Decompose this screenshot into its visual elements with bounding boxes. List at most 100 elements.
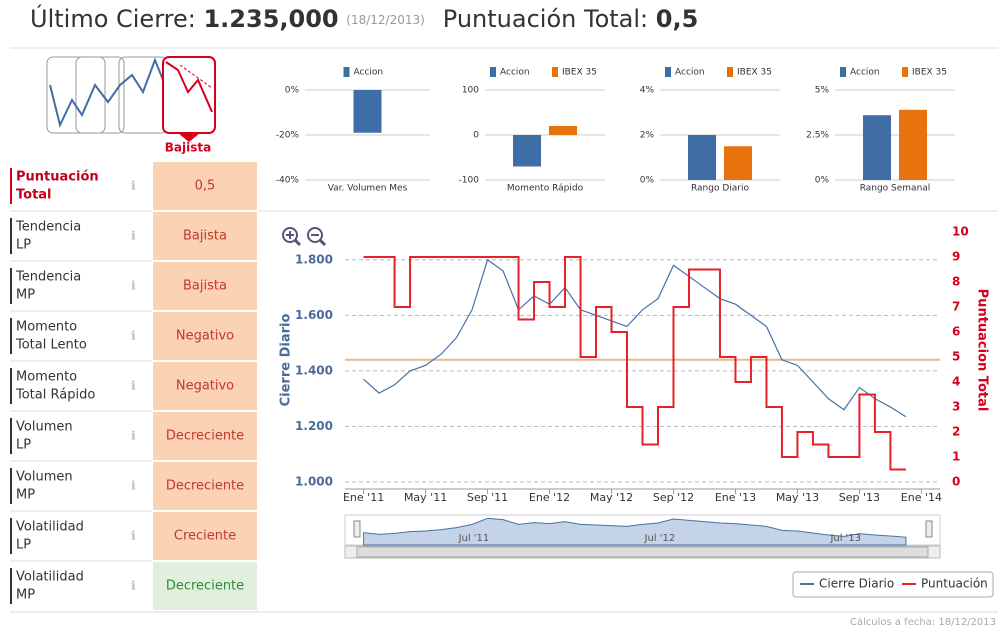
row-value: Creciente <box>174 529 236 544</box>
y-tick-label: -40% <box>276 176 300 186</box>
x-tick-label: May '12 <box>590 491 633 504</box>
value-cell <box>153 362 257 410</box>
value-cell <box>153 462 257 510</box>
y-tick-label: 100 <box>462 86 479 96</box>
legend-box <box>792 571 994 598</box>
row-label: Volatilidad <box>16 520 84 535</box>
x-tick-label: May '11 <box>404 491 447 504</box>
row-label: Volatilidad <box>16 570 84 585</box>
row-value: Negativo <box>176 329 234 344</box>
y-tick-label: 0% <box>285 86 300 96</box>
y2-tick-label: 9 <box>952 250 960 264</box>
legend-label: Cierre Diario <box>819 577 894 591</box>
legend-swatch <box>665 67 671 77</box>
navigator-label: Jul '13 <box>829 533 861 544</box>
value-cell <box>153 212 257 260</box>
info-icon: ℹ <box>131 179 136 193</box>
row-value: Bajista <box>183 279 227 294</box>
y-tick-label: 2% <box>640 131 655 141</box>
legend-swatch <box>552 67 558 77</box>
x-tick-label: Ene '13 <box>715 491 756 504</box>
navigator-area <box>363 517 907 546</box>
row-label: Tendencia <box>15 220 81 235</box>
x-tick-label: Rango Semanal <box>860 184 931 194</box>
zoom-buttons[interactable] <box>282 227 327 247</box>
y-tick-label: 1.400 <box>295 363 333 377</box>
legend-swatch <box>902 67 908 77</box>
y-tick-label: 1.800 <box>295 252 333 266</box>
score-label: Puntuación Total: <box>443 5 648 33</box>
signal-icon <box>46 56 216 142</box>
info-icon: ℹ <box>131 429 136 443</box>
y2-tick-label: 7 <box>952 300 960 314</box>
row-label: Tendencia <box>15 270 81 285</box>
signal-label: Bajista <box>165 141 211 155</box>
info-icon: ℹ <box>131 229 136 243</box>
row-value: Decreciente <box>166 479 244 494</box>
row-label: LP <box>16 538 31 553</box>
y2-tick-label: 3 <box>952 400 960 414</box>
x-tick-label: May '13 <box>776 491 819 504</box>
row-accent <box>10 518 12 554</box>
x-tick-label: Var. Volumen Mes <box>328 184 408 194</box>
row-value: Bajista <box>183 229 227 244</box>
value-cell <box>153 562 257 610</box>
navigator-label: Jul '12 <box>644 533 676 544</box>
value-cell <box>153 312 257 360</box>
header-label: Último Cierre: <box>30 3 196 33</box>
row-accent <box>10 318 12 354</box>
row-label: MP <box>16 488 35 503</box>
date: (18/12/2013) <box>346 13 425 27</box>
legend-label: IBEX 35 <box>737 68 772 78</box>
navigator-handle <box>925 520 933 538</box>
info-icon: ℹ <box>131 329 136 343</box>
x-tick-label: Sep '12 <box>653 491 694 504</box>
y2-tick-label: 8 <box>952 275 960 289</box>
value-cell <box>153 412 257 460</box>
y-tick-label: 1.600 <box>295 308 333 322</box>
y-tick-label: -100 <box>459 176 480 186</box>
value-cell <box>153 512 257 560</box>
row-label: Total Lento <box>15 338 87 353</box>
bar <box>513 135 541 167</box>
bar <box>863 115 891 180</box>
header: Último Cierre: 1.235,000 (18/12/2013) Pun… <box>30 3 698 33</box>
x-tick-label: Sep '13 <box>839 491 880 504</box>
x-tick-label: Ene '12 <box>529 491 570 504</box>
row-label: MP <box>16 588 35 603</box>
y-tick-label: 1.200 <box>295 419 333 433</box>
legend-label: Puntuación <box>921 577 988 591</box>
row-label: LP <box>16 238 31 253</box>
y-tick-label: 5% <box>815 86 830 96</box>
legend-swatch <box>490 67 496 77</box>
value-cell <box>153 162 257 210</box>
row-label: Volumen <box>16 470 73 485</box>
y2-tick-label: 5 <box>952 350 960 364</box>
row-value: Decreciente <box>166 429 244 444</box>
row-label: Momento <box>16 320 77 335</box>
footer: Cálculos a fecha: 18/12/2013 <box>850 616 996 628</box>
y-tick-label: -20% <box>276 131 300 141</box>
value-cell <box>153 262 257 310</box>
row-label: Volumen <box>16 420 73 435</box>
x-tick-label: Rango Diario <box>691 184 750 194</box>
bar <box>549 126 577 135</box>
row-accent <box>10 168 12 204</box>
line-series <box>363 258 907 418</box>
bar <box>899 109 927 180</box>
info-icon: ℹ <box>131 279 136 293</box>
bar <box>688 135 716 180</box>
navigator-handle <box>353 520 361 538</box>
row-label: Total <box>16 188 52 203</box>
info-icon: ℹ <box>131 479 136 493</box>
info-icon: ℹ <box>131 529 136 543</box>
bar <box>724 146 752 180</box>
y-tick-label: 1.000 <box>295 475 333 489</box>
y2-axis-title: Puntuacion Total <box>975 289 990 412</box>
row-accent <box>10 268 12 304</box>
legend-label: Accion <box>675 68 705 78</box>
y-tick-label: 2.5% <box>806 131 829 141</box>
line-series <box>363 256 906 471</box>
y2-tick-label: 6 <box>952 325 960 339</box>
x-tick-label: Momento Rápido <box>507 184 584 194</box>
